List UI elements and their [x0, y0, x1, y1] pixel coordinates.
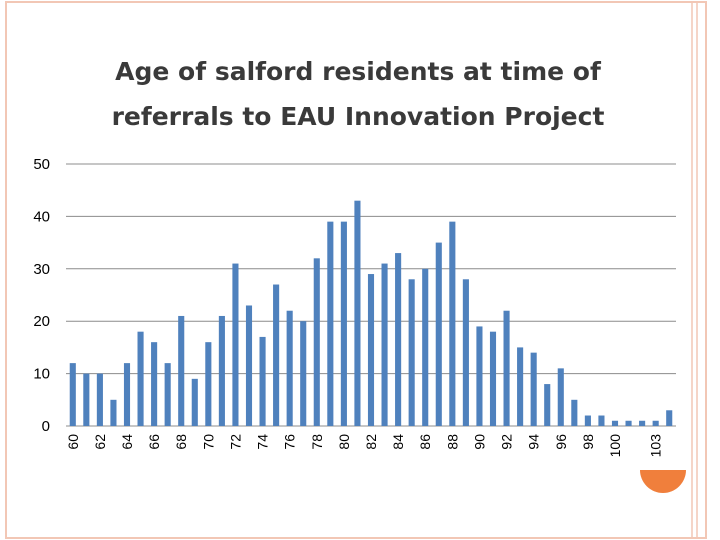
bar — [96, 373, 103, 426]
bar — [666, 410, 673, 426]
x-tick-label: 90 — [471, 434, 487, 450]
bar — [489, 331, 497, 426]
x-tick-label: 92 — [499, 434, 515, 450]
bar — [245, 305, 253, 426]
y-tick-label: 20 — [33, 313, 50, 330]
y-tick-label: 0 — [42, 418, 50, 435]
bar — [232, 263, 239, 426]
bar — [123, 363, 131, 426]
bar — [598, 415, 605, 426]
x-tick-label: 76 — [282, 434, 298, 450]
bar — [327, 221, 334, 426]
bar — [462, 279, 469, 426]
bar — [449, 221, 456, 426]
x-tick-label: 66 — [146, 434, 162, 450]
chart-title-line-2: referrals to EAU Innovation Project — [112, 102, 605, 131]
x-tick-label: 86 — [417, 434, 433, 450]
bar — [639, 420, 646, 426]
bar — [517, 347, 524, 426]
bar — [611, 420, 619, 426]
x-tick-label: 78 — [309, 434, 325, 450]
x-tick-label: 98 — [580, 434, 596, 450]
bar — [544, 384, 551, 426]
bar — [83, 373, 90, 426]
orange-accent-circle — [640, 470, 686, 493]
bar — [164, 363, 171, 426]
y-tick-label: 30 — [33, 261, 50, 278]
bar — [381, 263, 388, 426]
slide-border-outer — [5, 1, 707, 539]
bar — [286, 310, 293, 426]
x-tick-label: 103 — [648, 434, 664, 458]
bar — [435, 242, 442, 426]
bar — [395, 253, 402, 426]
x-tick-label: 94 — [526, 434, 542, 450]
x-axis-ticks: 60 62 64 66 68 70 72 74 76 78 80 82 84 86 88 90 92 94 96 98… — [65, 434, 664, 458]
x-tick-label: 80 — [336, 434, 352, 450]
bar — [69, 363, 76, 426]
bar — [191, 378, 198, 426]
bar — [571, 399, 578, 426]
bar — [625, 420, 632, 426]
chart-title: Age of salford residents at time of refe… — [112, 57, 605, 131]
bar — [151, 342, 158, 426]
x-tick-label: 72 — [227, 434, 243, 450]
bar — [300, 321, 307, 426]
bar — [259, 336, 266, 426]
bar — [408, 279, 415, 426]
bar — [205, 342, 212, 426]
x-tick-label: 64 — [119, 434, 135, 450]
bar — [313, 258, 320, 426]
y-tick-label: 40 — [33, 208, 50, 225]
x-tick-label: 70 — [200, 434, 216, 450]
bar — [218, 315, 225, 426]
bar — [178, 315, 185, 426]
bars — [69, 200, 673, 426]
x-tick-label: 96 — [553, 434, 569, 450]
bar — [354, 200, 361, 426]
y-axis-ticks: 0 10 20 30 40 50 — [33, 156, 50, 435]
bar — [584, 415, 591, 426]
x-tick-label: 62 — [92, 434, 108, 450]
x-tick-label: 60 — [65, 434, 81, 450]
x-tick-label: 82 — [363, 434, 379, 450]
bar — [340, 221, 347, 426]
bar — [137, 331, 144, 426]
bar — [110, 399, 117, 426]
bar — [422, 268, 429, 426]
y-tick-label: 10 — [33, 366, 50, 383]
bar — [652, 420, 659, 426]
bar — [367, 274, 375, 426]
bar — [503, 310, 510, 426]
bar — [476, 326, 483, 426]
x-tick-label: 74 — [255, 434, 271, 450]
chart-title-line-1: Age of salford residents at time of — [115, 57, 602, 86]
bar — [530, 352, 537, 426]
bar — [273, 284, 280, 426]
y-tick-label: 50 — [33, 156, 50, 173]
bar — [557, 368, 564, 426]
x-tick-label: 68 — [173, 434, 189, 450]
x-tick-label: 84 — [390, 434, 406, 450]
x-tick-label: 100 — [607, 434, 623, 458]
x-tick-label: 88 — [444, 434, 460, 450]
